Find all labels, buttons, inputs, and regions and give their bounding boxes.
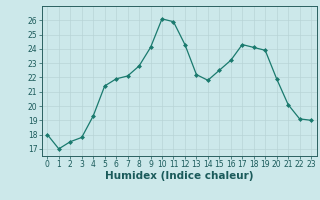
X-axis label: Humidex (Indice chaleur): Humidex (Indice chaleur)	[105, 171, 253, 181]
